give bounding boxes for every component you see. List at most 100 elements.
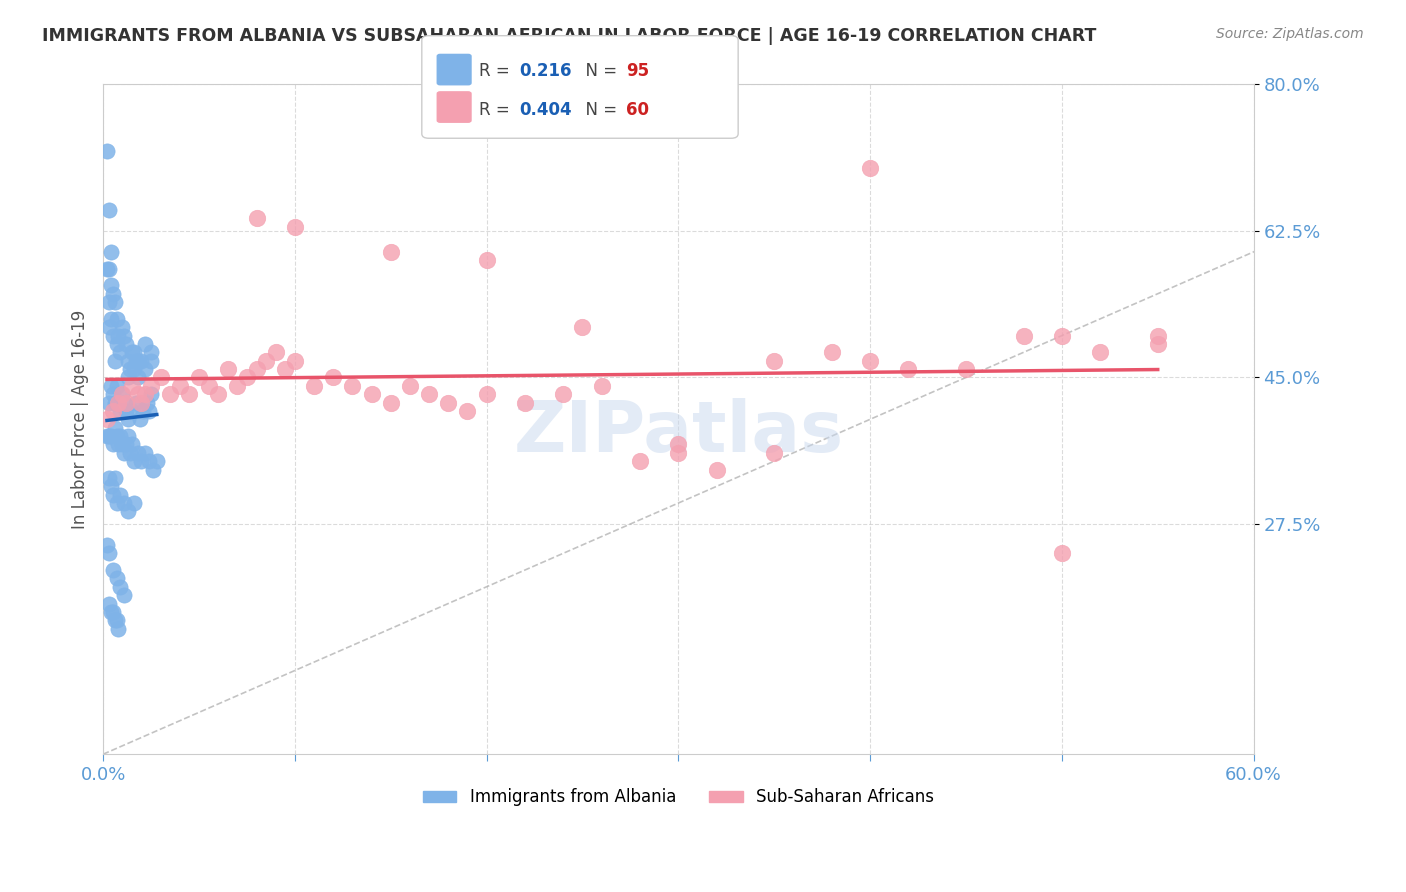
Point	[128, 412, 150, 426]
Point	[134, 446, 156, 460]
Point	[399, 379, 422, 393]
Point	[100, 311, 122, 326]
Point	[859, 353, 882, 368]
Point	[122, 345, 145, 359]
Point	[111, 387, 134, 401]
Text: 95: 95	[626, 62, 648, 80]
Point	[97, 429, 120, 443]
Point	[107, 395, 129, 409]
Point	[628, 454, 651, 468]
Point	[139, 387, 162, 401]
Point	[101, 286, 124, 301]
Point	[955, 362, 977, 376]
Point	[284, 353, 307, 368]
Point	[139, 345, 162, 359]
Point	[117, 353, 139, 368]
Point	[112, 395, 135, 409]
Point	[139, 379, 162, 393]
Point	[207, 387, 229, 401]
Point	[821, 345, 844, 359]
Point	[217, 362, 239, 376]
Point	[110, 488, 132, 502]
Point	[666, 437, 689, 451]
Point	[115, 437, 138, 451]
Point	[188, 370, 211, 384]
Point	[107, 437, 129, 451]
Point	[105, 311, 128, 326]
Point	[134, 362, 156, 376]
Point	[104, 295, 127, 310]
Text: ZIPatlas: ZIPatlas	[513, 398, 844, 467]
Point	[121, 437, 143, 451]
Point	[134, 337, 156, 351]
Point	[97, 320, 120, 334]
Point	[1050, 328, 1073, 343]
Point	[121, 345, 143, 359]
Text: R =: R =	[479, 101, 516, 119]
Point	[96, 261, 118, 276]
Point	[245, 211, 267, 226]
Point	[100, 429, 122, 443]
Text: N =: N =	[575, 101, 623, 119]
Y-axis label: In Labor Force | Age 16-19: In Labor Force | Age 16-19	[72, 310, 89, 529]
Point	[763, 446, 786, 460]
Point	[104, 353, 127, 368]
Point	[322, 370, 344, 384]
Point	[104, 613, 127, 627]
Point	[125, 353, 148, 368]
Point	[101, 328, 124, 343]
Point	[97, 471, 120, 485]
Text: N =: N =	[575, 62, 623, 80]
Point	[121, 379, 143, 393]
Point	[136, 395, 159, 409]
Text: R =: R =	[479, 62, 516, 80]
Point	[236, 370, 259, 384]
Point	[122, 496, 145, 510]
Point	[134, 387, 156, 401]
Point	[97, 261, 120, 276]
Point	[104, 471, 127, 485]
Point	[169, 379, 191, 393]
Point	[105, 429, 128, 443]
Point	[1012, 328, 1035, 343]
Point	[117, 504, 139, 518]
Point	[97, 395, 120, 409]
Point	[380, 244, 402, 259]
Point	[117, 412, 139, 426]
Point	[115, 395, 138, 409]
Point	[100, 605, 122, 619]
Point	[131, 454, 153, 468]
Point	[107, 395, 129, 409]
Point	[101, 404, 124, 418]
Point	[284, 219, 307, 234]
Point	[591, 379, 613, 393]
Point	[254, 353, 277, 368]
Point	[115, 337, 138, 351]
Point	[101, 605, 124, 619]
Point	[107, 622, 129, 636]
Point	[110, 404, 132, 418]
Point	[110, 345, 132, 359]
Point	[96, 429, 118, 443]
Point	[859, 161, 882, 176]
Point	[131, 353, 153, 368]
Point	[111, 387, 134, 401]
Point	[142, 462, 165, 476]
Point	[97, 202, 120, 217]
Point	[897, 362, 920, 376]
Point	[100, 244, 122, 259]
Point	[105, 571, 128, 585]
Point	[125, 395, 148, 409]
Point	[117, 370, 139, 384]
Point	[127, 387, 149, 401]
Text: IMMIGRANTS FROM ALBANIA VS SUBSAHARAN AFRICAN IN LABOR FORCE | AGE 16-19 CORRELA: IMMIGRANTS FROM ALBANIA VS SUBSAHARAN AF…	[42, 27, 1097, 45]
Point	[149, 370, 172, 384]
Point	[101, 387, 124, 401]
Point	[105, 337, 128, 351]
Point	[475, 253, 498, 268]
Point	[342, 379, 364, 393]
Point	[118, 362, 141, 376]
Point	[101, 488, 124, 502]
Point	[107, 328, 129, 343]
Point	[110, 429, 132, 443]
